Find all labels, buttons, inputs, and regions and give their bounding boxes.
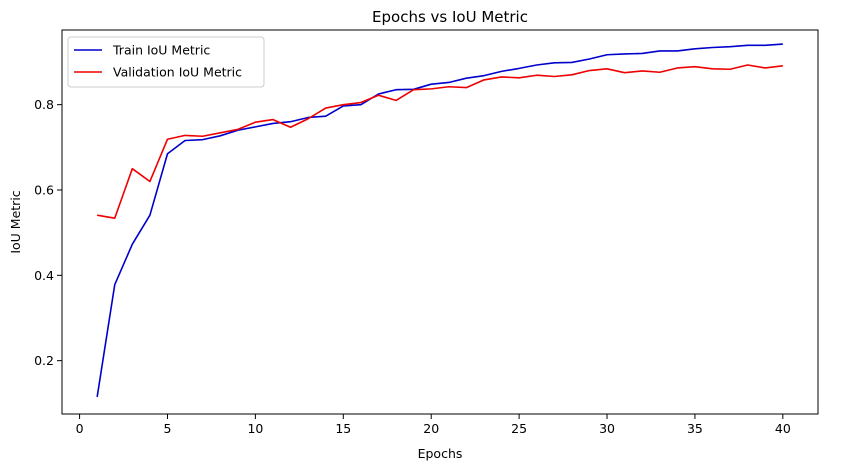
x-tick-label: 25 [511,421,527,436]
y-axis: 0.2 0.4 0.6 0.8 [34,97,62,368]
chart-title: Epochs vs IoU Metric [372,8,528,26]
series-line-validation [97,64,783,219]
y-axis-label: IoU Metric [8,190,23,253]
x-tick-label: 0 [76,421,84,436]
x-tick-label: 10 [247,421,263,436]
legend: Train IoU Metric Validation IoU Metric [67,36,265,88]
y-tick-label: 0.2 [34,353,54,368]
series-lines [96,43,783,398]
y-tick-label: 0.4 [34,268,54,283]
series-line-train [96,43,783,398]
x-tick-label: 40 [775,421,791,436]
plot-frame [61,29,819,415]
x-tick-label: 5 [164,421,172,436]
x-tick-label: 35 [687,421,703,436]
x-axis: 0 5 10 15 20 25 30 35 40 [76,414,791,436]
x-axis-label: Epochs [418,446,463,461]
legend-box [67,36,265,88]
y-tick-label: 0.6 [34,183,54,198]
x-tick-label: 20 [423,421,439,436]
x-tick-label: 15 [335,421,351,436]
x-tick-label: 30 [599,421,615,436]
legend-label: Validation IoU Metric [113,65,242,80]
y-tick-label: 0.8 [34,97,54,112]
legend-label: Train IoU Metric [112,43,210,58]
